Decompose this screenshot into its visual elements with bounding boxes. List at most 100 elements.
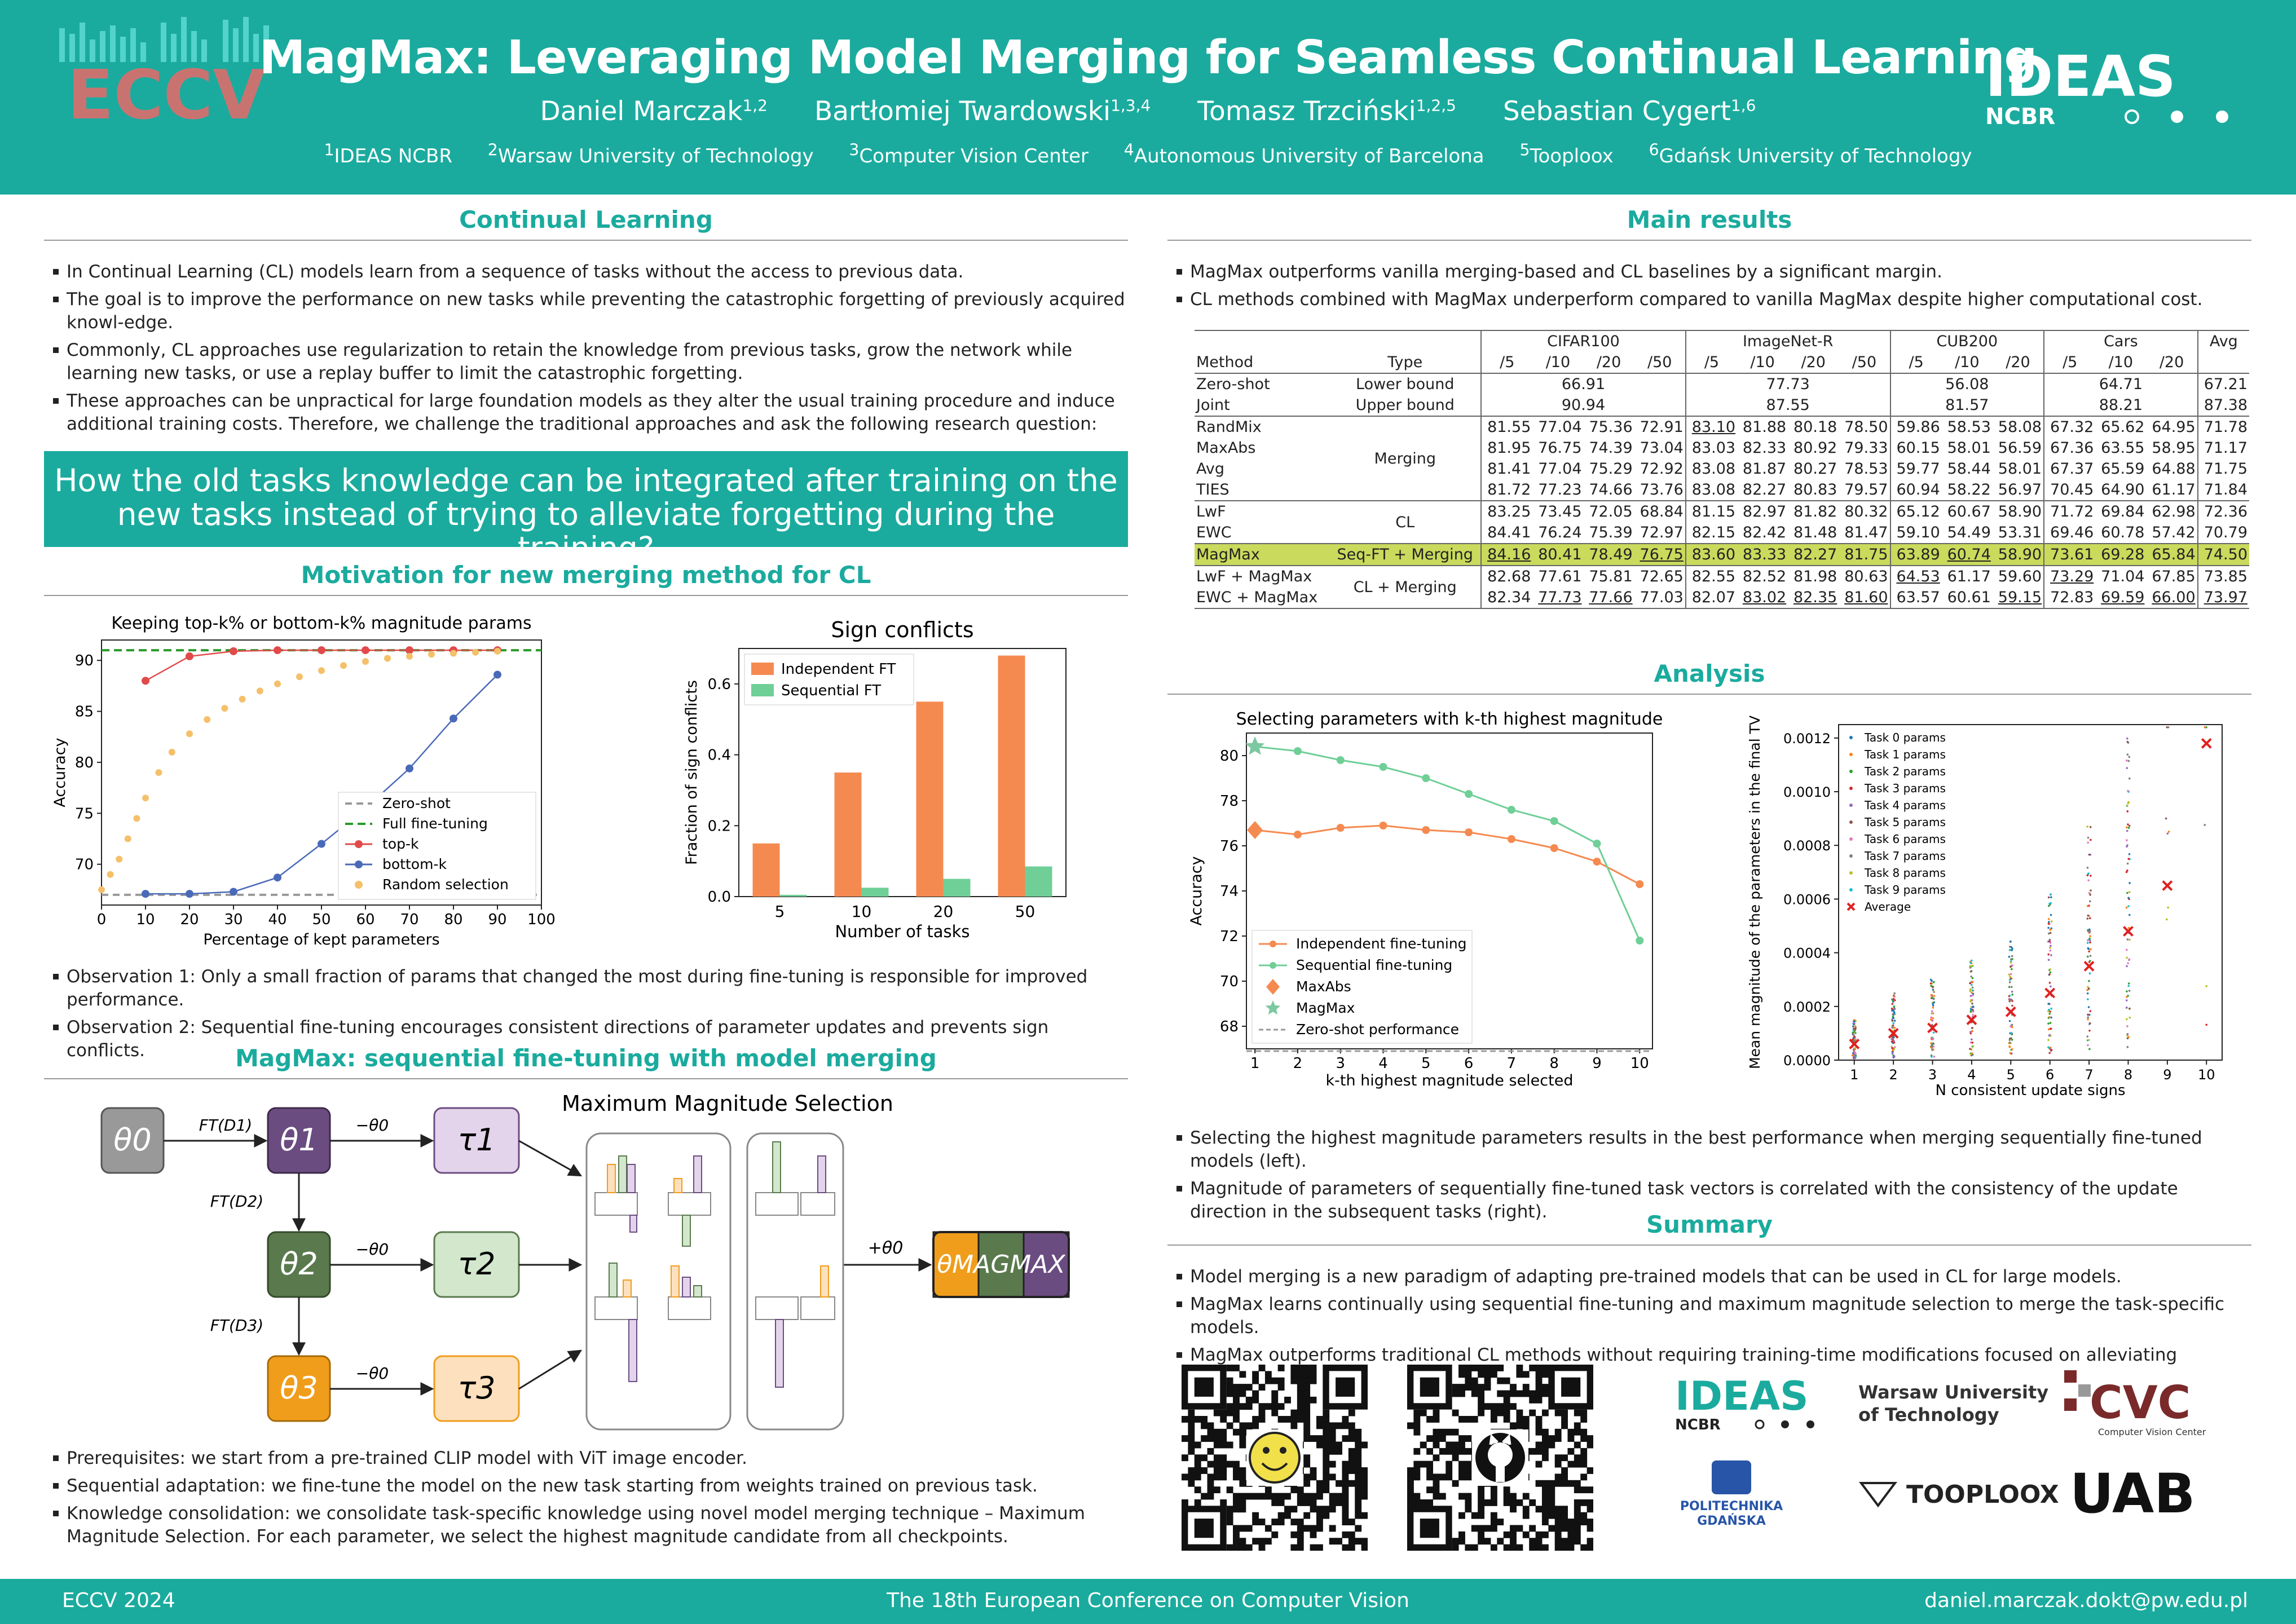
data-point (2165, 817, 2167, 820)
data-point (256, 687, 263, 695)
x-tick-label: 8 (2124, 1067, 2132, 1083)
x-tick-label: 20 (933, 902, 954, 921)
data-point (1891, 1026, 1894, 1029)
section-title-method: MagMax: sequential fine-tuning with mode… (235, 1044, 937, 1072)
data-point (2047, 953, 2050, 956)
analysis-bullets: Selecting the highest magnitude paramete… (1173, 1127, 2250, 1228)
data-point (1969, 995, 1972, 998)
data-point (2087, 998, 2089, 1000)
data-point (1971, 986, 1974, 989)
bar (861, 888, 889, 897)
data-point (2009, 965, 2012, 968)
svg-text:Computer Vision Center: Computer Vision Center (2098, 1427, 2206, 1437)
data-point (2128, 882, 2131, 884)
chart-kth-magnitude: Selecting parameters with k-th highest m… (1188, 709, 1663, 1089)
chart-consistent-signs: 1 2 3 4 5 6 7 8 9 10 0.0000 0.0002 0.0004 0.0006 0.000… (1747, 716, 2223, 1099)
y-tick-label: 0.0008 (1783, 838, 1831, 854)
data-point (318, 840, 325, 848)
x-tick-label: 5 (1421, 1055, 1431, 1072)
data-point (107, 871, 114, 878)
data-point (384, 655, 391, 662)
magmax-marker (1245, 736, 1265, 755)
bar (834, 773, 862, 897)
qr-code-project[interactable] (1182, 1365, 1368, 1551)
x-tick-label: 4 (1378, 1055, 1388, 1072)
data-point (1894, 999, 1896, 1001)
data-point (2008, 948, 2011, 951)
data-point (2009, 1025, 2012, 1028)
data-point (2088, 917, 2091, 920)
data-point (2087, 1006, 2090, 1008)
qr-code-github[interactable] (1407, 1365, 1593, 1551)
data-point (2088, 979, 2090, 982)
data-point (1853, 1022, 1856, 1025)
data-point (1892, 1016, 1894, 1018)
average-marker (2005, 1006, 2016, 1017)
section-title-cl: Continual Learning (459, 206, 713, 233)
svg-text:τ3: τ3 (458, 1370, 496, 1406)
data-point (2049, 949, 2052, 952)
average-marker (2044, 987, 2056, 999)
data-point (1931, 1010, 1933, 1013)
data-point (2128, 824, 2131, 827)
legend-entry: Task 5 params (1864, 815, 1946, 829)
data-point (1929, 982, 1932, 985)
data-point (1930, 1042, 1932, 1044)
data-point (2048, 982, 2051, 984)
series-line (1255, 824, 1640, 885)
data-point (1892, 1013, 1894, 1016)
data-point (2086, 917, 2089, 920)
data-point (2048, 921, 2050, 923)
x-tick-label: 6 (2046, 1067, 2054, 1083)
data-point (2048, 1016, 2051, 1018)
data-point (2126, 767, 2128, 769)
data-point (2204, 824, 2206, 826)
data-point (1852, 1031, 1854, 1034)
data-point (2047, 1003, 2050, 1005)
data-point (2087, 836, 2090, 839)
average-marker (1927, 1022, 1938, 1034)
data-point (1972, 994, 1974, 996)
svg-text:θ2: θ2 (280, 1246, 318, 1282)
x-tick-label: 10 (136, 911, 155, 928)
author: Daniel Marczak1,2 (540, 96, 768, 127)
data-point (2089, 941, 2091, 944)
list-item: Sequential adaptation: we fine-tune the … (50, 1475, 1132, 1498)
series-line (145, 649, 497, 682)
footer: ECCV 2024 The 18th European Conference o… (0, 1579, 2296, 1624)
data-point (2011, 1048, 2013, 1051)
research-question: How the old tasks knowledge can be integ… (44, 451, 1128, 565)
data-point (2090, 839, 2092, 841)
table-row: RandMix Merging 81.55 77.04 75.36 72.91 83.10 8… (1195, 416, 2249, 501)
data-point (2008, 973, 2011, 976)
data-point (2011, 949, 2013, 951)
y-axis-label: Fraction of sign conflicts (683, 680, 700, 865)
bar (943, 879, 971, 897)
data-point (124, 835, 131, 842)
x-tick-label: 50 (1015, 902, 1035, 921)
theta-2-node: θ2 (267, 1231, 331, 1298)
bar (779, 894, 807, 897)
method-diagram: θ0 θ1 τ1 θ2 τ2 θ3 τ3 FT(D1) −θ0 FT(D2) −… (100, 1091, 1070, 1431)
data-point (1932, 1003, 1934, 1005)
data-point (2126, 839, 2128, 841)
y-axis-label: Accuracy (1188, 856, 1205, 925)
data-point (2090, 889, 2092, 892)
data-point (142, 677, 149, 685)
data-point (2089, 935, 2091, 938)
y-tick-label: 90 (75, 652, 94, 669)
divider (44, 595, 1128, 596)
method-bullets: Prerequisites: we start from a pre-train… (50, 1447, 1132, 1553)
data-point (142, 795, 149, 802)
footer-email[interactable]: daniel.marczak.dokt@pw.edu.pl (1924, 1589, 2248, 1612)
legend-entry: Sequential FT (781, 682, 881, 699)
data-point (274, 646, 281, 655)
y-tick-label: 78 (1220, 793, 1239, 810)
theta-magmax-node: θMAGMAX (932, 1231, 1070, 1298)
data-point (1971, 1030, 1973, 1032)
data-point (2087, 986, 2089, 988)
y-tick-label: 0.0004 (1783, 946, 1831, 961)
data-point (2047, 932, 2050, 935)
data-point (2125, 906, 2128, 909)
